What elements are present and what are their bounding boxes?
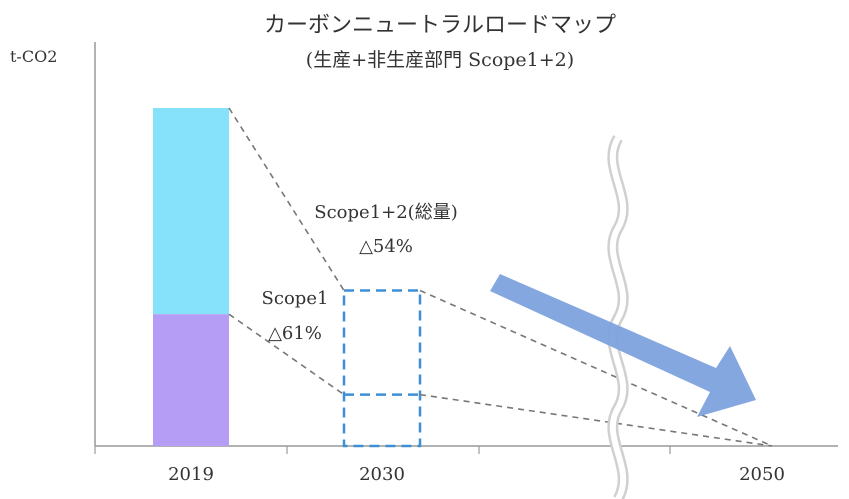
x-tick-label-2030: 2030: [359, 464, 405, 485]
target-box-2030: [342, 289, 422, 448]
annotation-scope1-label: Scope1: [262, 288, 329, 309]
x-tick-marks: [94, 446, 671, 454]
bar-scope2-2019: [153, 108, 229, 315]
bar-scope1-2019: [153, 314, 229, 446]
trend-lines: [228, 107, 773, 447]
y-axis-label: t-CO2: [10, 47, 57, 66]
x-tick-label-2019: 2019: [168, 464, 214, 485]
trend-line-total-2019-2030: [228, 107, 345, 291]
trend-line-scope1-2030-2050: [419, 393, 773, 447]
downward-trend-arrow-icon: [490, 274, 756, 417]
trend-line-scope1-2019-2030: [228, 313, 345, 396]
annotation-scope1-value: △61%: [268, 323, 322, 344]
chart-subtitle: (生産+非生産部門 Scope1+2): [306, 49, 574, 71]
chart-title: カーボンニュートラルロードマップ: [264, 13, 616, 38]
annotation-scope12-value: △54%: [359, 236, 413, 257]
trend-line-total-2030-2050: [419, 289, 773, 447]
x-tick-label-2050: 2050: [739, 464, 785, 485]
annotation-scope12-label: Scope1+2(総量): [314, 202, 457, 223]
axis-break-icon: [607, 135, 629, 499]
